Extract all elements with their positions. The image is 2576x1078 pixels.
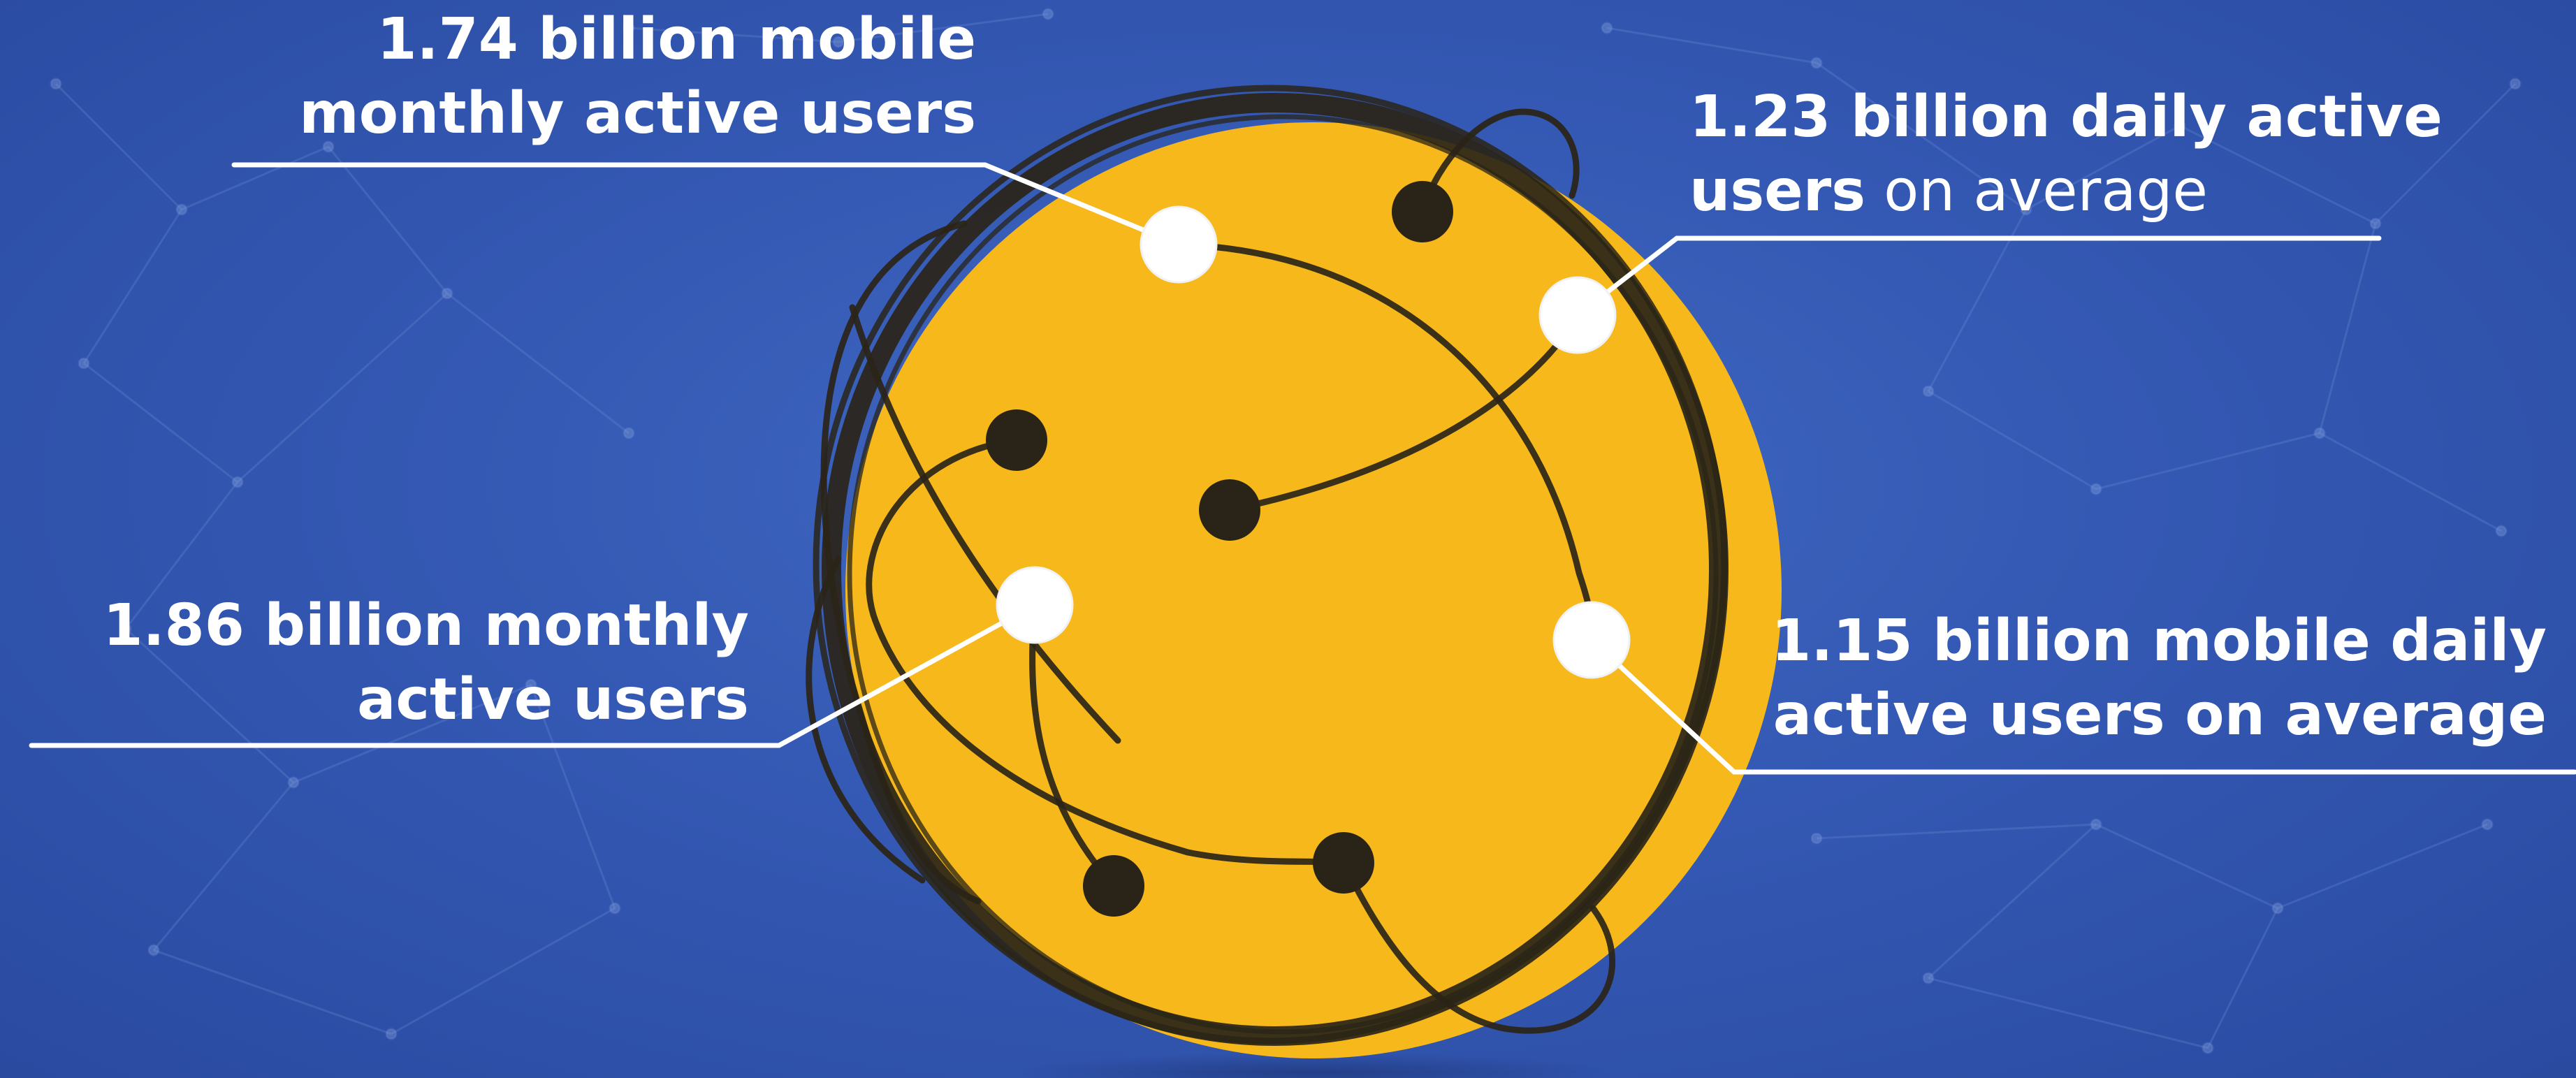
callout-monthly-active-users: 1.86 billion monthly active users <box>103 589 749 737</box>
white-nodes <box>996 205 1631 679</box>
callout-line: 1.15 billion mobile daily <box>1771 608 2547 674</box>
leader-line-top-right <box>1575 235 2382 318</box>
callout-line: users on average <box>1689 154 2443 228</box>
callout-mobile-monthly-active-users: 1.74 billion mobile monthly active users <box>299 3 976 151</box>
node-right <box>1552 601 1631 679</box>
callout-line-regular: on average <box>1865 158 2208 224</box>
globe-shadow <box>1013 1053 1614 1078</box>
callout-line: 1.23 billion daily active <box>1689 84 2443 150</box>
dark-node <box>1199 479 1260 541</box>
dark-node <box>1083 855 1144 917</box>
dark-nodes <box>986 181 1453 917</box>
leader-lines <box>29 162 2576 775</box>
dark-node <box>1313 832 1374 894</box>
callout-line: monthly active users <box>299 80 976 147</box>
callout-line: active users on average <box>1773 682 2547 748</box>
callout-line-bold: users <box>1689 158 1866 224</box>
dark-node <box>1392 181 1453 242</box>
callout-line: 1.86 billion monthly <box>103 592 749 659</box>
callout-daily-active-users: 1.23 billion daily active users on avera… <box>1689 80 2443 228</box>
node-top-right <box>1538 276 1617 354</box>
callout-mobile-daily-active-users: 1.15 billion mobile daily active users o… <box>1771 604 2547 752</box>
callout-line: 1.74 billion mobile <box>377 6 976 73</box>
dark-node <box>986 409 1047 471</box>
leader-line-left <box>29 602 1038 748</box>
callout-line: active users <box>357 667 749 733</box>
node-left <box>996 566 1074 644</box>
node-top-left <box>1140 205 1218 284</box>
leader-line-right <box>1589 637 2576 775</box>
leader-line-top-left <box>231 162 1181 247</box>
